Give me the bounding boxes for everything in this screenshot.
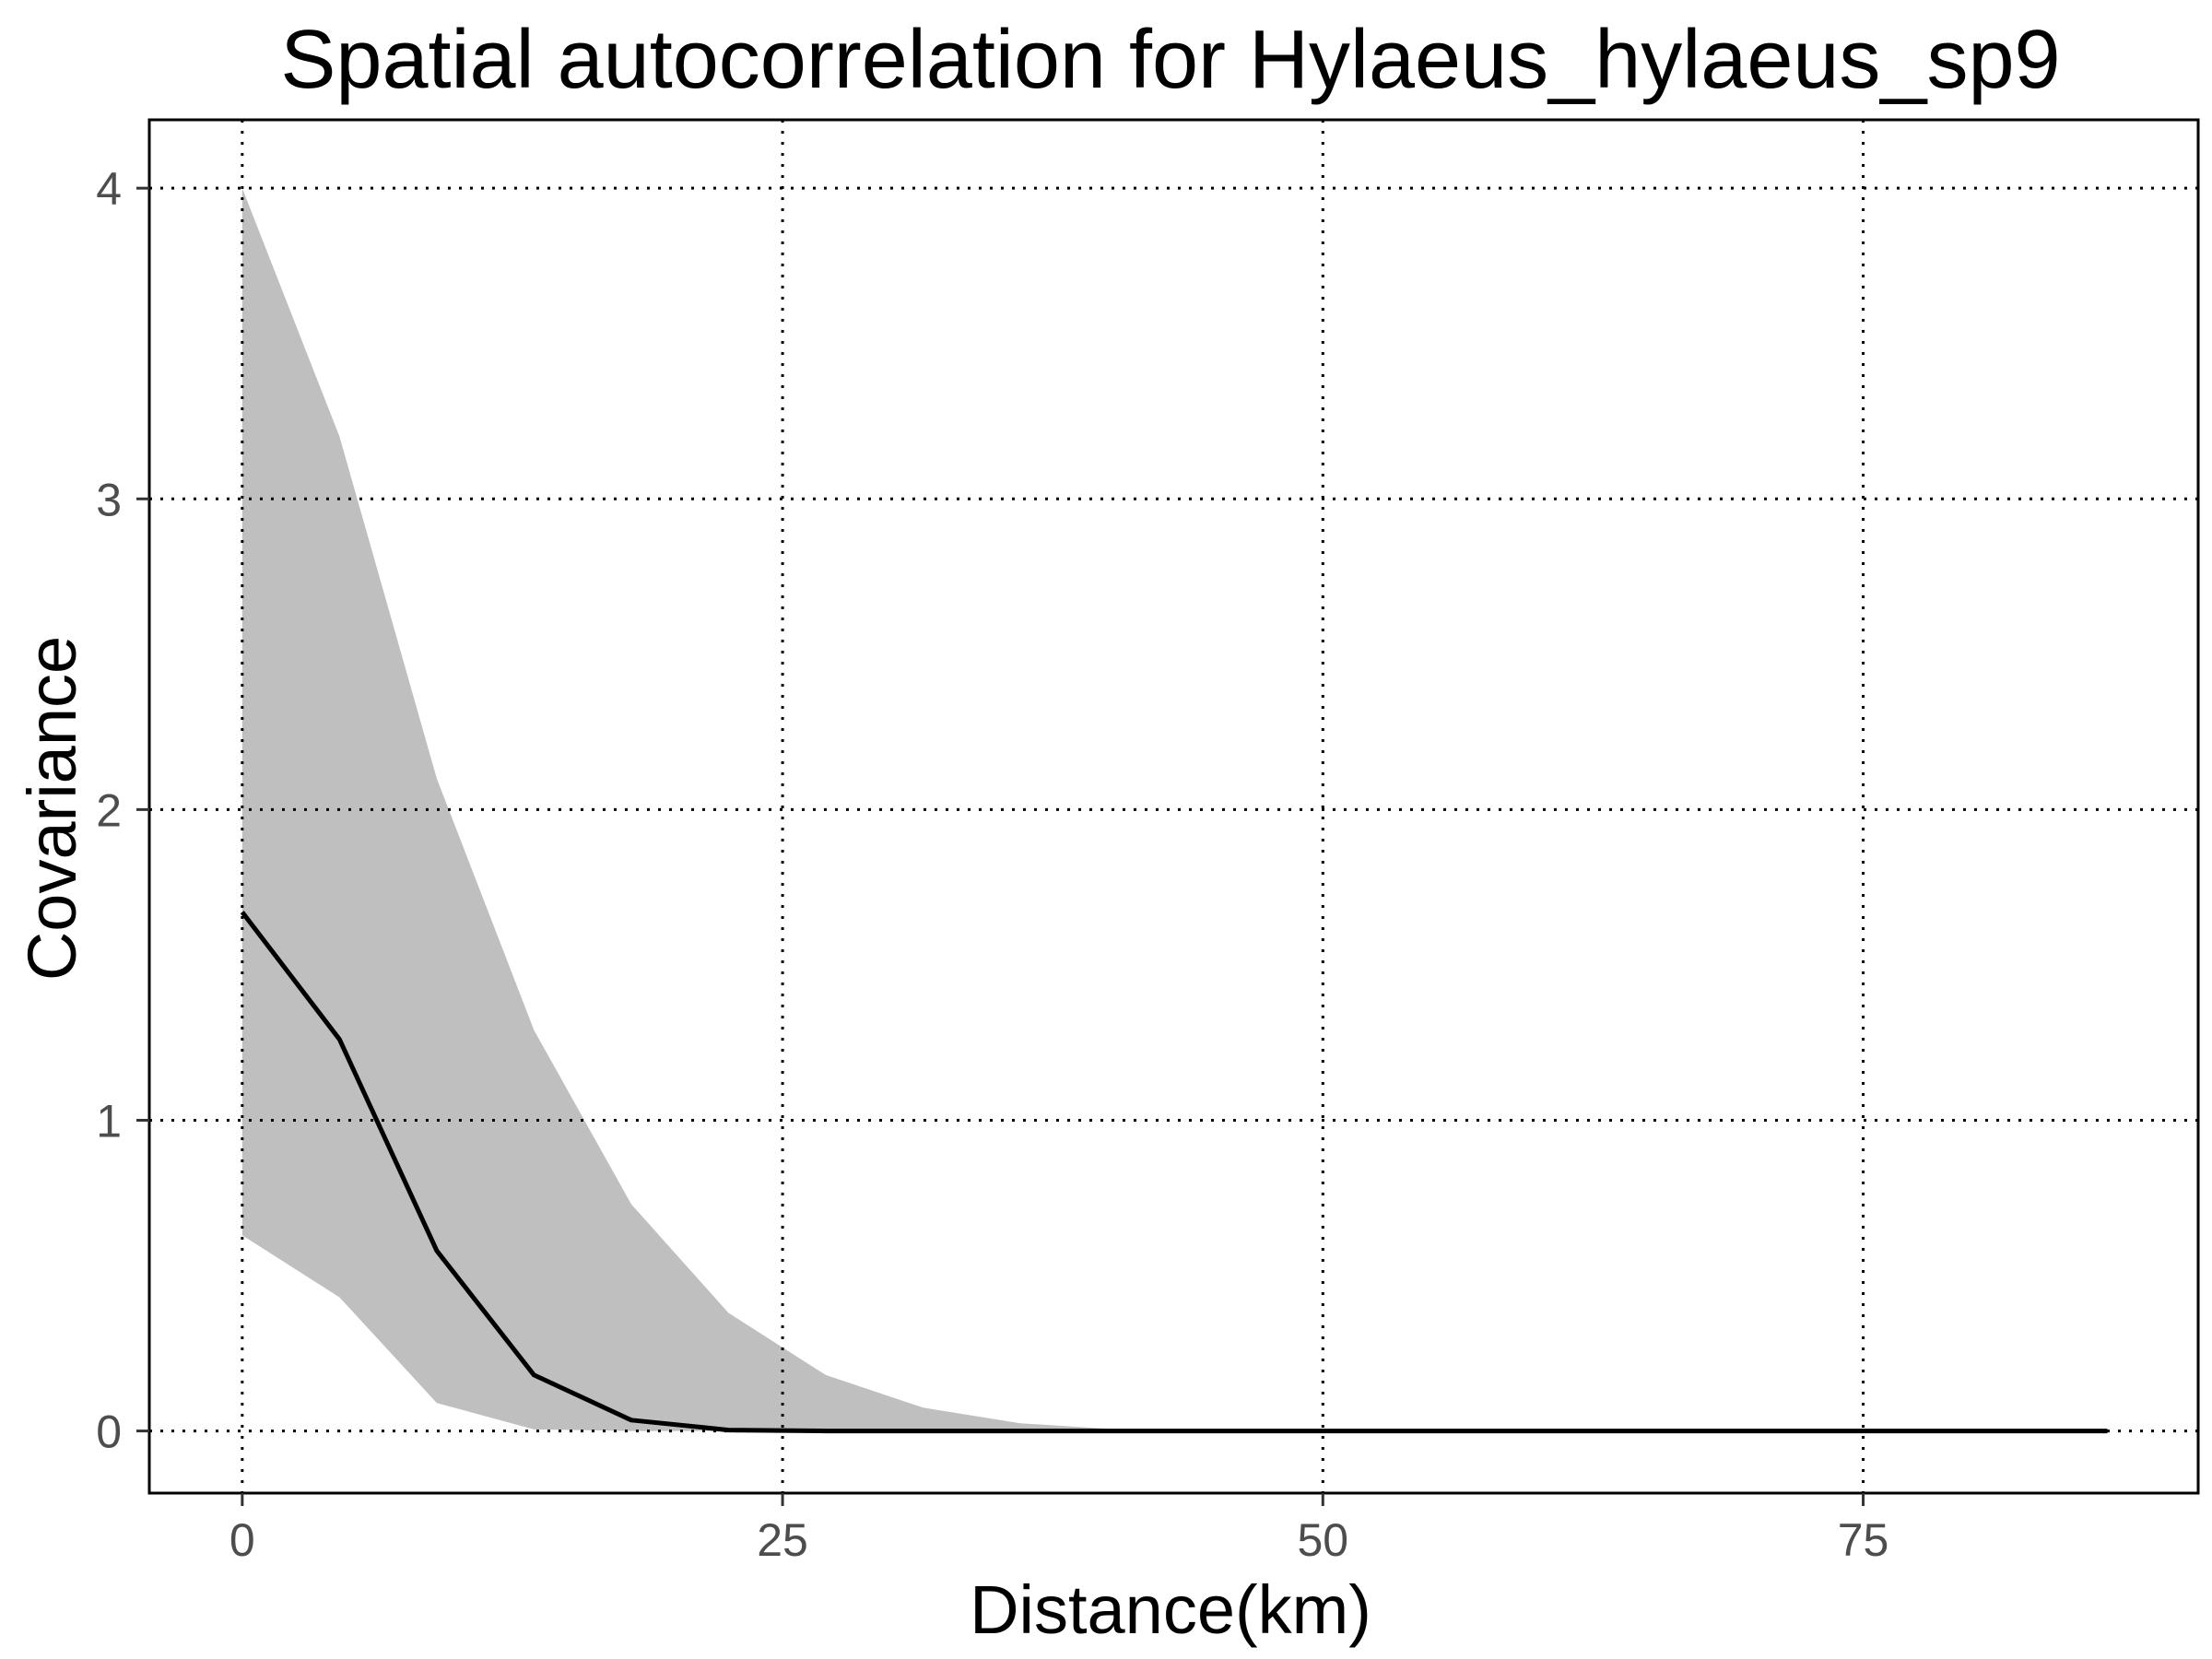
x-tick-label: 0 [229,1514,255,1566]
chart-title: Spatial autocorrelation for Hylaeus_hyla… [280,14,2060,106]
panel-border [147,118,2200,1495]
plot-area: 0 25 50 75 0 1 2 3 4 [96,118,2200,1566]
y-tick-label: 0 [96,1406,122,1458]
x-axis-title: Distance(km) [970,1571,1371,1648]
y-tick-label: 1 [96,1095,122,1147]
x-tick-label: 25 [757,1514,808,1566]
y-tick-label: 4 [96,163,122,215]
y-tick-label: 2 [96,784,122,836]
x-tick-label: 75 [1838,1514,1889,1566]
y-axis-title: Covariance [14,636,90,981]
y-tick-label: 3 [96,474,122,525]
x-tick-label: 50 [1297,1514,1348,1566]
covariance-line [240,911,2108,1434]
confidence-ribbon [241,188,2108,1431]
